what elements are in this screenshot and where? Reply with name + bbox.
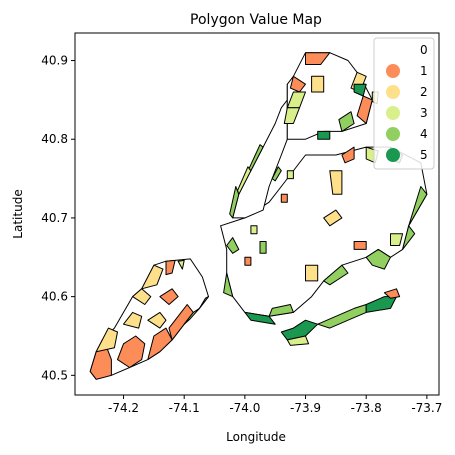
region-manhattan-west-3 [248, 144, 264, 172]
x-tick-label: -74.0 [229, 401, 260, 415]
region-si-north [141, 264, 164, 290]
legend-swatch-0 [386, 43, 400, 57]
x-tick-label: -74.1 [169, 401, 200, 415]
region-si-west [95, 327, 118, 353]
region-si-north-1 [165, 259, 176, 276]
region-queens-east-edge [402, 225, 416, 250]
region-bronx-east-1 [338, 111, 355, 132]
region-rockaway-tip [383, 288, 401, 299]
legend-swatch-1 [386, 64, 400, 78]
region-si-southeast [147, 327, 173, 361]
region-queens-south-1 [353, 241, 367, 250]
region-queens-far-east [408, 186, 428, 227]
legend-items: 0 1 2 3 4 5 [386, 43, 428, 162]
region-brooklyn-east [305, 264, 319, 282]
region-bronx-south [317, 130, 331, 140]
y-axis: 40.5 40.6 40.7 40.8 40.9 [41, 54, 75, 382]
legend-swatch-3 [386, 106, 400, 120]
region-jfk-airport [365, 248, 391, 270]
region-flushing-meadows [329, 170, 343, 195]
y-tick-label: 40.5 [41, 368, 68, 382]
y-tick-label: 40.7 [41, 211, 68, 225]
region-si-center-2 [147, 311, 167, 329]
region-pelham-bay [353, 83, 367, 97]
region-si-north-west [132, 288, 152, 305]
x-axis-title: Longitude [226, 430, 286, 444]
y-tick-label: 40.9 [41, 54, 68, 68]
legend-swatch-5 [386, 148, 400, 162]
plot-frame [74, 32, 440, 396]
region-manhattan-west-1 [229, 186, 240, 219]
region-si-south-central [117, 335, 146, 368]
region-breezy-point [286, 335, 310, 346]
region-rockaway-east [365, 296, 397, 313]
y-axis-title: Latitude [11, 189, 25, 238]
legend-label-0: 0 [420, 43, 428, 57]
region-si-center-1 [159, 288, 179, 305]
region-bronx-west-2 [283, 107, 300, 124]
regions-layer [89, 52, 428, 380]
region-bronx-north [305, 52, 331, 65]
region-brooklyn-west-2 [250, 225, 258, 235]
legend-label-3: 3 [420, 106, 428, 120]
region-brooklyn-west-1 [244, 256, 252, 266]
legend-swatch-4 [386, 127, 400, 141]
region-forest-park [323, 209, 343, 227]
y-tick-label: 40.6 [41, 290, 68, 304]
region-si-mid-west [123, 311, 143, 329]
x-axis: -74.2 -74.1 -74.0 -73.9 -73.8 -73.7 [108, 395, 442, 415]
x-tick-label: -74.2 [108, 401, 139, 415]
region-queens-west-2 [286, 170, 294, 180]
region-jamaica-bay-edge [323, 264, 349, 286]
legend-swatch-2 [386, 85, 400, 99]
x-tick-label: -73.8 [351, 401, 382, 415]
x-tick-label: -73.7 [411, 401, 442, 415]
map-legend: 0 1 2 3 4 5 [373, 37, 435, 170]
region-roosevelt-island [271, 166, 282, 182]
region-manhattan-west-2 [237, 166, 252, 195]
region-bronx-park [311, 75, 325, 93]
legend-label-4: 4 [420, 127, 428, 141]
region-brooklyn-southwest [223, 272, 234, 298]
y-tick-label: 40.8 [41, 132, 68, 146]
region-si-north-3 [177, 259, 185, 270]
region-queens-southeast [390, 233, 404, 246]
legend-label-5: 5 [420, 148, 428, 162]
region-queens-west-1 [280, 193, 288, 203]
legend-label-1: 1 [420, 64, 428, 78]
x-tick-label: -73.9 [290, 401, 321, 415]
region-red-hook [226, 237, 240, 254]
map-title: Polygon Value Map [190, 12, 322, 28]
region-prospect-park [259, 241, 267, 254]
region-queens-north-1 [341, 146, 355, 164]
region-bronx-northwest [289, 75, 306, 93]
region-brooklyn-south-shore [244, 311, 276, 325]
region-si-beach-2 [198, 296, 209, 309]
legend-label-2: 2 [420, 85, 428, 99]
region-brooklyn-south-inner [268, 304, 294, 317]
